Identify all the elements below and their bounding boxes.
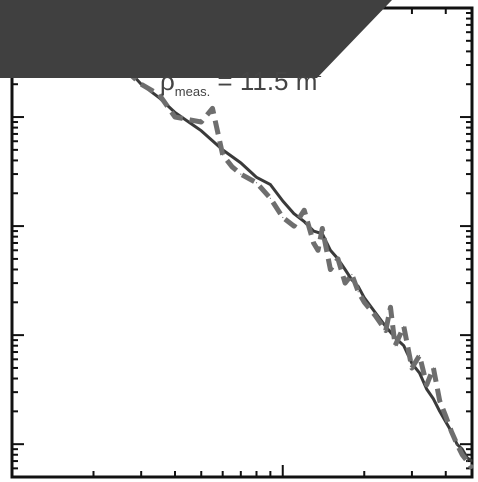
series-1-point [282, 200, 284, 202]
annotation-symbol: ρ [160, 66, 175, 96]
series-1-point [344, 268, 346, 271]
series-2-point [140, 83, 142, 85]
series-2-point [313, 242, 315, 244]
series-1-point [426, 388, 428, 390]
series-1-point [293, 213, 295, 215]
series-1-point [471, 460, 473, 462]
series-2-point [439, 400, 441, 402]
series-2-point [329, 268, 331, 271]
series-2-point [426, 384, 428, 386]
series-2-point [403, 325, 405, 328]
series-2-point [317, 249, 319, 251]
series-2-point [211, 107, 214, 109]
series-1-point [255, 176, 258, 178]
series-1-point [439, 410, 441, 412]
annotation: ρmeas. = 11.5 m- [160, 66, 322, 99]
series-1-point [432, 398, 434, 400]
series-2-point [344, 282, 346, 284]
series-2-point [357, 291, 359, 293]
series-2-point [158, 94, 160, 96]
series-2-point [385, 330, 387, 332]
series-2-point [282, 216, 284, 219]
series-2-point [293, 225, 295, 227]
series-1-point [303, 221, 305, 223]
series-2-point [466, 460, 468, 462]
series-2-point [222, 154, 224, 156]
annotation-superscript: - [317, 68, 321, 83]
series-2-point [450, 431, 453, 433]
series-2-point [321, 227, 323, 230]
series-1-point [269, 184, 271, 186]
series-2-point [269, 197, 271, 199]
series-2-point [351, 273, 353, 276]
series-2-point [461, 454, 463, 456]
series-2-point [432, 367, 434, 369]
series-1-point [418, 372, 421, 374]
series-2-point [374, 315, 377, 317]
series-2-point [200, 121, 202, 123]
series-2-point [389, 306, 392, 308]
series-1-point [403, 345, 405, 347]
series-2-point [240, 173, 242, 175]
header-banner [0, 0, 392, 78]
series-2-point [363, 301, 365, 303]
series-1-point [200, 130, 202, 132]
series-2-point [418, 354, 421, 357]
series-2-point [456, 443, 458, 445]
series-2-point [471, 467, 473, 469]
series-2-point [303, 209, 305, 211]
series-line-2 [11, 23, 475, 470]
series-1-point [240, 162, 242, 164]
series-1-point [313, 230, 315, 232]
series-1-point [329, 249, 331, 251]
series-2-point [445, 415, 447, 417]
series-2-point [255, 182, 258, 184]
series-2-point [411, 367, 413, 369]
annotation-subscript: meas. [175, 84, 210, 99]
series-2-point [337, 258, 339, 260]
series-2-point [394, 345, 396, 347]
series-2-point [174, 116, 176, 118]
series-2-point [231, 166, 233, 168]
annotation-text: = 11.5 m [210, 66, 317, 96]
